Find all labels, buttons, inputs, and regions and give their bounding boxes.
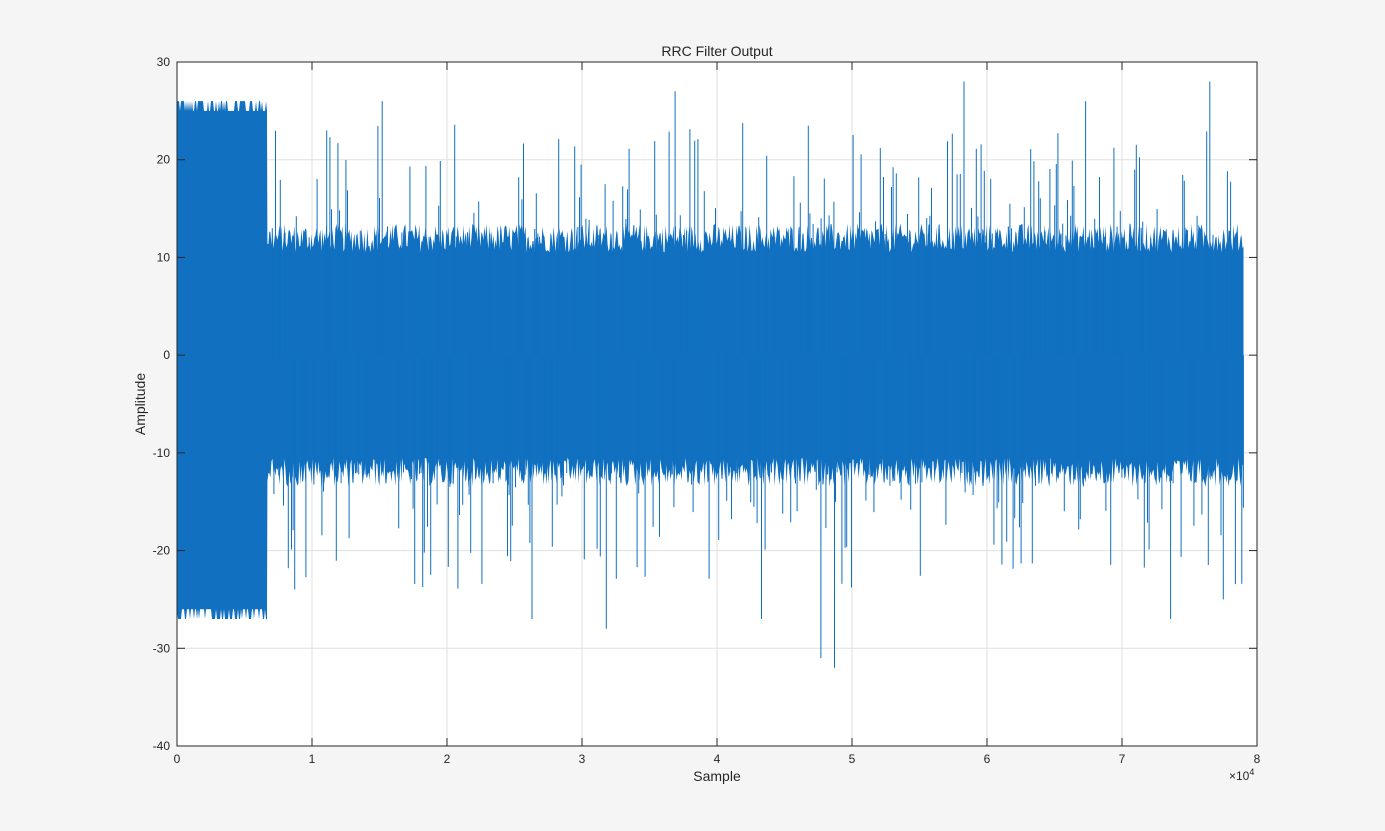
y-tick-label: 10 [157, 250, 171, 264]
y-tick-label: 20 [157, 153, 171, 167]
signal-trace-spikes [271, 81, 1244, 668]
x-tick-label: 0 [174, 752, 181, 766]
x-exponent-label: ×104 [1229, 767, 1254, 783]
x-tick-label: 3 [579, 752, 586, 766]
chart-title: RRC Filter Output [661, 43, 772, 59]
x-axis-title: Sample [693, 768, 741, 784]
x-tick-labels: 0 1 2 3 4 5 6 7 8 [174, 752, 1261, 766]
x-tick-label: 7 [1119, 752, 1126, 766]
y-tick-label: -20 [153, 544, 171, 558]
x-tick-label: 5 [849, 752, 856, 766]
y-tick-label: 30 [157, 55, 171, 69]
signal-trace-body [177, 101, 1244, 620]
x-tick-label: 2 [444, 752, 451, 766]
y-tick-label: -40 [153, 739, 171, 753]
y-tick-label: -10 [153, 446, 171, 460]
y-tick-label: 0 [163, 348, 170, 362]
y-tick-label: -30 [153, 641, 171, 655]
x-tick-label: 1 [309, 752, 316, 766]
y-tick-labels: -40 -30 -20 -10 0 10 20 30 [153, 55, 171, 753]
x-tick-label: 4 [714, 752, 721, 766]
axes-box [176, 61, 1258, 747]
x-tick-label: 6 [984, 752, 991, 766]
y-axis-title: Amplitude [132, 373, 148, 435]
plot-area [177, 81, 1244, 668]
x-tick-label: 8 [1254, 752, 1261, 766]
